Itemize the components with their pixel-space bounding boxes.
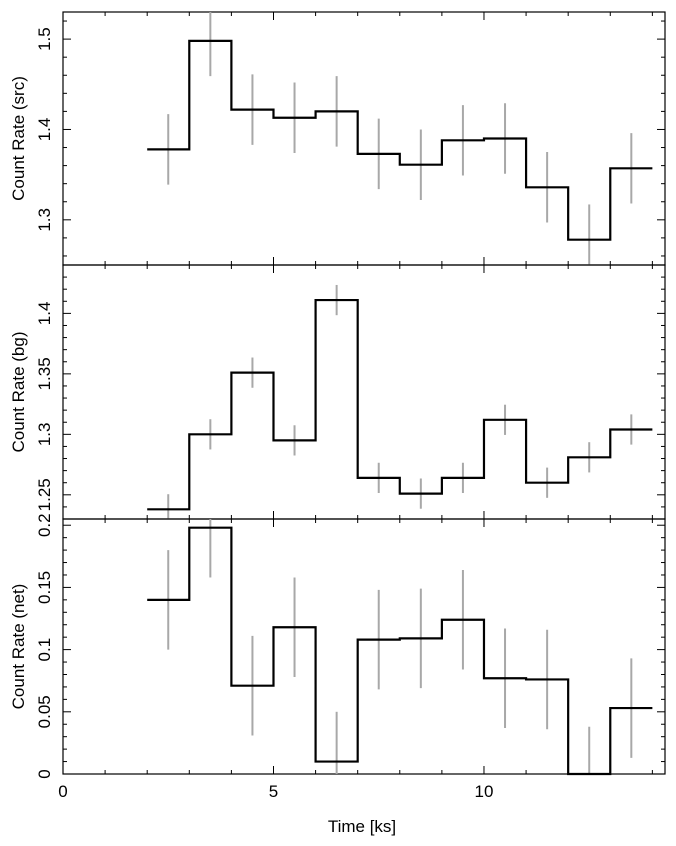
- y-tick-label: 1.3: [35, 423, 54, 447]
- y-tick-label: 0.15: [35, 571, 54, 604]
- x-tick-label: 10: [475, 782, 494, 801]
- x-axis-label: Time [ks]: [328, 817, 396, 836]
- series-line-src: [147, 39, 653, 241]
- panel-bg: 1.25 1.3 1.35 1.4 Count Rate (bg): [9, 264, 666, 520]
- y-tick-label: 1.4: [35, 118, 54, 142]
- y-axis-label: Count Rate (net): [9, 584, 28, 710]
- y-tick-label: 0.1: [35, 638, 54, 662]
- x-axis: 0 5 10: [58, 782, 493, 801]
- panel-frame: [62, 11, 666, 266]
- y-axis-label: Count Rate (src): [9, 76, 28, 201]
- panel-net: 0 0.05 0.1 0.15 0.2 Count Rate (net): [9, 513, 666, 779]
- series-line-bg: [147, 298, 653, 511]
- y-axis-label: Count Rate (bg): [9, 332, 28, 453]
- x-tick-label: 5: [269, 782, 278, 801]
- y-tick-label: 0.2: [35, 513, 54, 537]
- x-tick-label: 0: [58, 782, 67, 801]
- y-tick-label: 0.05: [35, 695, 54, 728]
- series-line-net: [147, 526, 653, 776]
- y-tick-label: 1.35: [35, 357, 54, 390]
- y-tick-label: 1.5: [35, 27, 54, 51]
- panel-frame: [62, 518, 666, 775]
- y-tick-label: 0: [35, 769, 54, 778]
- y-tick-label: 1.3: [35, 208, 54, 232]
- y-tick-label: 1.25: [35, 478, 54, 511]
- y-tick-label: 1.4: [35, 302, 54, 326]
- panel-src: 1.3 1.4 1.5 Count Rate (src): [9, 11, 666, 266]
- panel-frame: [62, 264, 666, 520]
